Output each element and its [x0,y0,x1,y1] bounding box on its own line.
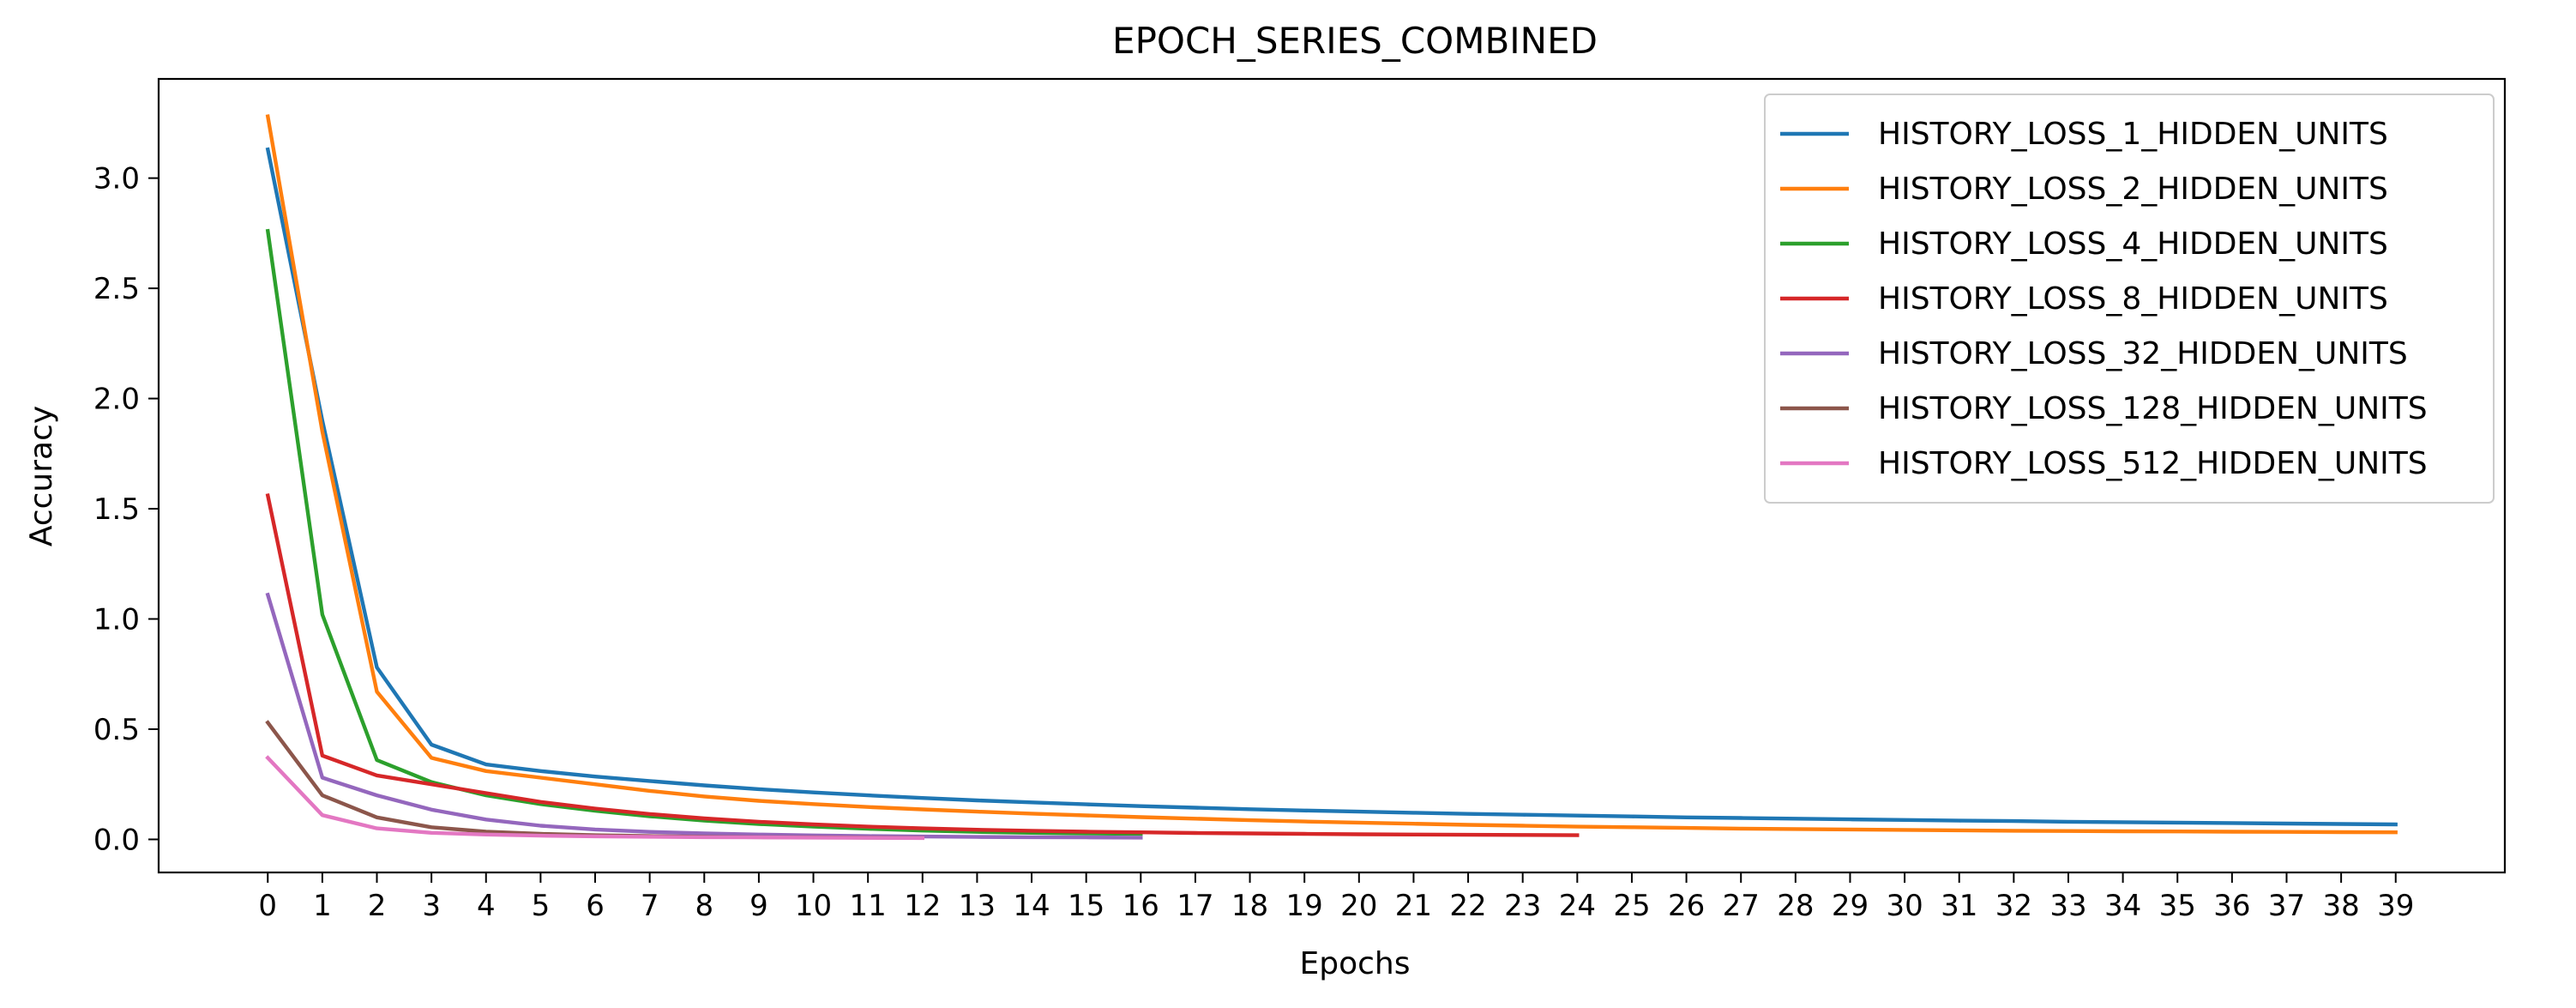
series-line-0 [265,147,2398,827]
x-tick-label: 38 [2322,889,2359,923]
legend-label: HISTORY_LOSS_4_HIDDEN_UNITS [1878,226,2388,262]
x-tick-label: 18 [1231,889,1268,923]
x-tick-label: 36 [2213,889,2250,923]
x-tick-label: 6 [586,889,605,923]
x-tick-label: 3 [422,889,441,923]
x-tick-label: 16 [1122,889,1159,923]
x-tick-label: 4 [477,889,496,923]
x-tick-label: 8 [695,889,713,923]
plot-area [265,114,2398,841]
x-tick-label: 26 [1668,889,1705,923]
x-tick-label: 39 [2377,889,2414,923]
x-tick-label: 25 [1613,889,1650,923]
x-tick-label: 2 [368,889,387,923]
series-line-4 [265,592,1143,840]
legend-label: HISTORY_LOSS_2_HIDDEN_UNITS [1878,172,2388,207]
y-axis: 0.0 0.5 1.0 1.5 2.0 2.5 3.0 [93,162,159,857]
y-tick-label: 2.0 [93,383,140,417]
x-tick-label: 5 [532,889,551,923]
x-tick-label: 10 [795,889,832,923]
legend-label: HISTORY_LOSS_1_HIDDEN_UNITS [1878,117,2388,152]
x-tick-label: 12 [904,889,941,923]
x-tick-label: 34 [2104,889,2141,923]
y-tick-label: 0.0 [93,823,140,857]
series-line-2 [265,228,1143,836]
x-tick-label: 13 [959,889,996,923]
series-line-6 [265,755,925,841]
x-tick-label: 29 [1832,889,1869,923]
y-tick-label: 1.5 [93,492,140,527]
legend-label: HISTORY_LOSS_128_HIDDEN_UNITS [1878,391,2428,426]
x-tick-label: 35 [2159,889,2196,923]
x-tick-label: 9 [749,889,768,923]
legend-label: HISTORY_LOSS_512_HIDDEN_UNITS [1878,446,2428,481]
x-tick-label: 32 [1995,889,2032,923]
x-tick-label: 23 [1504,889,1541,923]
x-tick-label: 1 [313,889,332,923]
legend-box [1764,94,2495,504]
x-axis: 0 1 2 3 4 5 6 7 8 9 10 11 12 13 14 15 16 17 18 19 20 21 22 23 24… [258,872,2414,923]
x-tick-label: 28 [1777,889,1814,923]
x-tick-label: 37 [2268,889,2305,923]
x-tick-label: 24 [1559,889,1596,923]
legend: HISTORY_LOSS_1_HIDDEN_UNITS HISTORY_LOSS_… [1764,94,2495,504]
series-line-1 [265,114,2398,835]
series-line-3 [265,492,1580,837]
y-tick-label: 3.0 [93,162,140,196]
x-tick-label: 21 [1395,889,1432,923]
plot-frame [157,77,2507,874]
x-tick-label: 33 [2049,889,2086,923]
legend-label: HISTORY_LOSS_32_HIDDEN_UNITS [1878,336,2408,371]
y-tick-label: 2.5 [93,272,140,306]
x-tick-label: 11 [850,889,887,923]
x-tick-label: 30 [1886,889,1923,923]
x-tick-label: 31 [1941,889,1977,923]
x-tick-label: 7 [641,889,659,923]
y-tick-label: 0.5 [93,713,140,747]
legend-label: HISTORY_LOSS_8_HIDDEN_UNITS [1878,281,2388,317]
y-tick-label: 1.0 [93,603,140,637]
series-line-5 [265,720,925,840]
x-tick-label: 27 [1723,889,1760,923]
x-tick-label: 14 [1013,889,1050,923]
x-tick-label: 17 [1177,889,1213,923]
x-tick-label: 22 [1449,889,1486,923]
y-axis-label: Accuracy [24,406,59,546]
x-tick-label: 0 [258,889,277,923]
x-tick-label: 20 [1340,889,1377,923]
x-tick-label: 15 [1068,889,1104,923]
chart-title: EPOCH_SERIES_COMBINED [1112,20,1598,62]
x-tick-label: 19 [1286,889,1323,923]
x-axis-label: Epochs [1300,946,1411,981]
